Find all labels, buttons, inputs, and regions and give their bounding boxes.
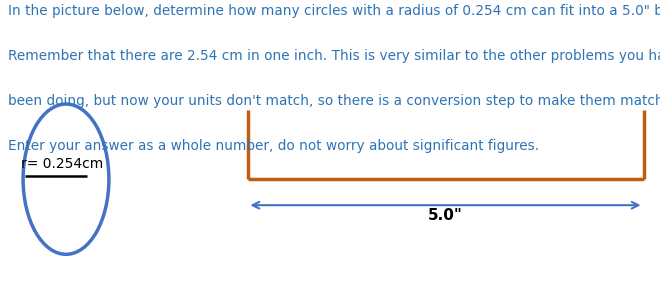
Text: 5.0": 5.0": [428, 208, 463, 223]
Text: Enter your answer as a whole number, do not worry about significant figures.: Enter your answer as a whole number, do …: [8, 139, 539, 153]
Text: Remember that there are 2.54 cm in one inch. This is very similar to the other p: Remember that there are 2.54 cm in one i…: [8, 49, 660, 63]
Text: r= 0.254cm: r= 0.254cm: [20, 157, 103, 171]
Text: been doing, but now your units don't match, so there is a conversion step to mak: been doing, but now your units don't mat…: [8, 94, 660, 108]
Text: In the picture below, determine how many circles with a radius of 0.254 cm can f: In the picture below, determine how many…: [8, 4, 660, 18]
